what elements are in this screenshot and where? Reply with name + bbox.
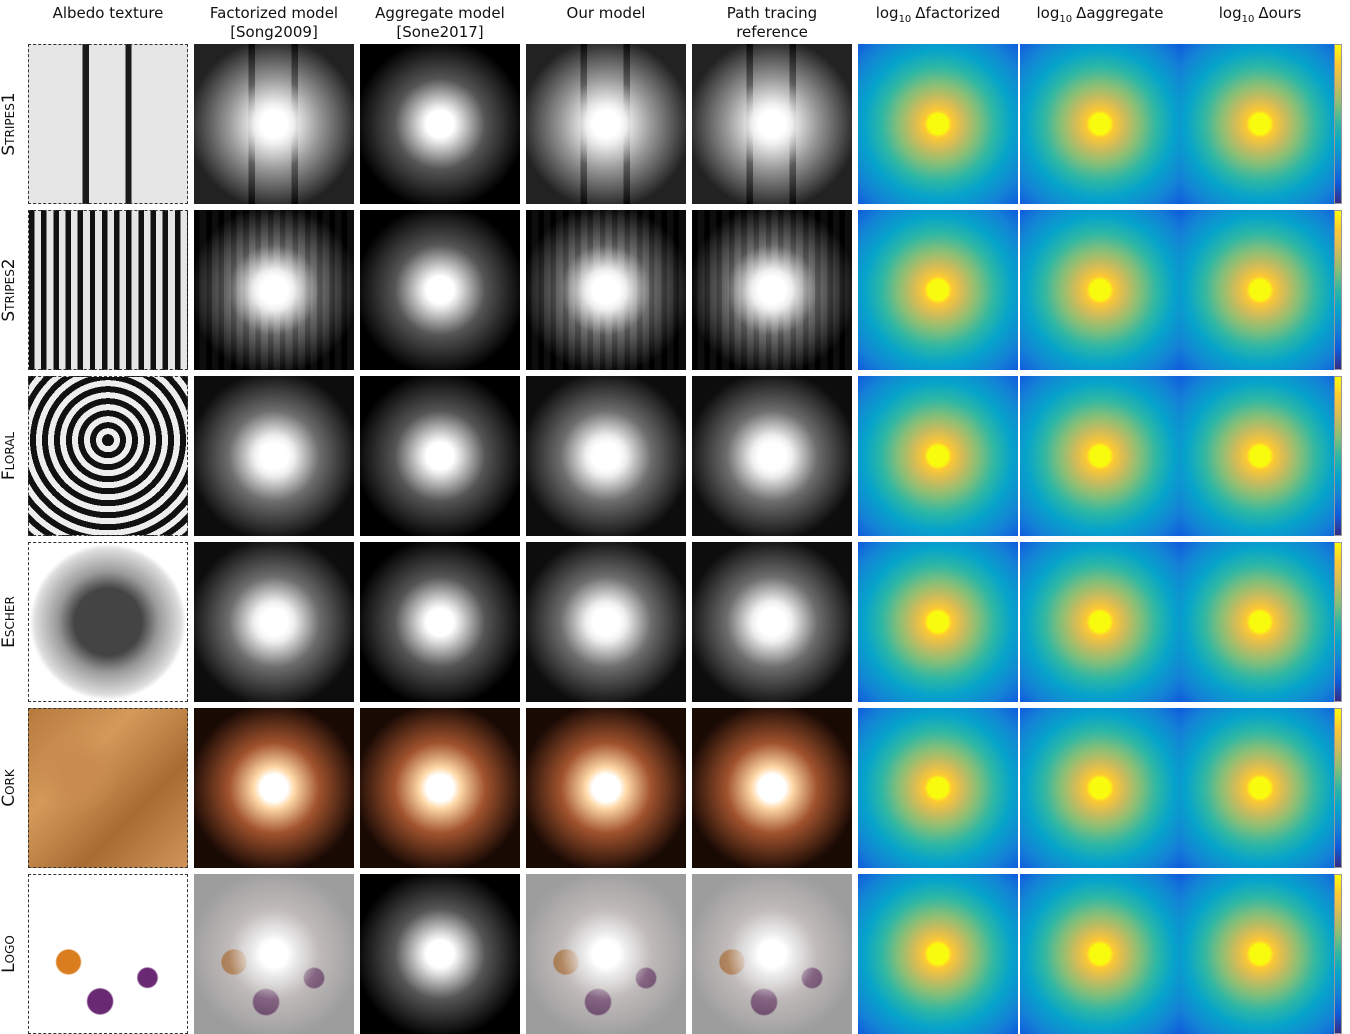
render-image — [692, 542, 852, 702]
albedo-texture — [28, 708, 188, 868]
header-line: Albedo texture — [25, 4, 191, 23]
header-line: [Song2009] — [191, 23, 357, 42]
render-image — [194, 708, 354, 868]
render-image — [526, 44, 686, 204]
render-image — [692, 376, 852, 536]
render-image — [692, 874, 852, 1034]
row-label: Logo — [0, 879, 23, 1029]
row-label: Stripes2 — [0, 215, 23, 365]
render-image — [526, 210, 686, 370]
header-sub: 10 — [1242, 14, 1255, 25]
error-map — [1180, 874, 1340, 1034]
albedo-texture — [28, 542, 188, 702]
column-header: Albedo texture — [25, 4, 191, 23]
error-map — [858, 542, 1018, 702]
render-image — [360, 376, 520, 536]
colorbar — [1334, 542, 1342, 702]
error-map — [1020, 708, 1180, 868]
column-header: Aggregate model[Sone2017] — [357, 4, 523, 42]
header-line: Factorized model — [191, 4, 357, 23]
render-image — [194, 542, 354, 702]
render-image — [194, 874, 354, 1034]
albedo-texture — [28, 376, 188, 536]
albedo-texture — [28, 874, 188, 1034]
render-image — [194, 44, 354, 204]
header-base: log — [876, 4, 899, 22]
render-image — [360, 542, 520, 702]
error-map — [858, 874, 1018, 1034]
header-term: Δours — [1258, 4, 1301, 22]
error-map — [858, 44, 1018, 204]
error-map — [1020, 376, 1180, 536]
error-map — [1180, 542, 1340, 702]
render-image — [194, 210, 354, 370]
error-map — [1180, 376, 1340, 536]
error-map — [1020, 210, 1180, 370]
error-map — [1180, 210, 1340, 370]
error-map — [858, 210, 1018, 370]
render-image — [194, 376, 354, 536]
column-header: Our model — [523, 4, 689, 23]
error-map — [1020, 44, 1180, 204]
column-header: Factorized model[Song2009] — [191, 4, 357, 42]
error-map — [1180, 44, 1340, 204]
header-line: [Sone2017] — [357, 23, 523, 42]
error-map — [1020, 874, 1180, 1034]
header-term: Δfactorized — [915, 4, 1000, 22]
render-image — [526, 874, 686, 1034]
row-label: Escher — [0, 547, 23, 697]
render-image — [692, 708, 852, 868]
render-image — [360, 874, 520, 1034]
albedo-texture — [28, 210, 188, 370]
header-line: Our model — [523, 4, 689, 23]
colorbar — [1334, 210, 1342, 370]
render-image — [526, 376, 686, 536]
render-image — [692, 44, 852, 204]
colorbar — [1334, 376, 1342, 536]
figure: Albedo textureFactorized model[Song2009]… — [0, 0, 1350, 1034]
error-map — [858, 708, 1018, 868]
header-sub: 10 — [899, 14, 912, 25]
header-line: Aggregate model — [357, 4, 523, 23]
row-label: Stripes1 — [0, 49, 23, 199]
header-base: log — [1219, 4, 1242, 22]
colorbar — [1334, 44, 1342, 204]
header-line: reference — [689, 23, 855, 42]
column-header: log10 Δaggregate — [1017, 4, 1183, 29]
render-image — [692, 210, 852, 370]
render-image — [526, 542, 686, 702]
render-image — [360, 44, 520, 204]
error-map — [858, 376, 1018, 536]
albedo-texture — [28, 44, 188, 204]
render-image — [360, 210, 520, 370]
row-label: Floral — [0, 381, 23, 531]
row-label: Cork — [0, 713, 23, 863]
header-line: Path tracing — [689, 4, 855, 23]
error-map — [1180, 708, 1340, 868]
error-map — [1020, 542, 1180, 702]
header-term: Δaggregate — [1076, 4, 1163, 22]
render-image — [360, 708, 520, 868]
header-base: log — [1037, 4, 1060, 22]
render-image — [526, 708, 686, 868]
colorbar — [1334, 874, 1342, 1034]
header-sub: 10 — [1059, 14, 1072, 25]
colorbar — [1334, 708, 1342, 868]
